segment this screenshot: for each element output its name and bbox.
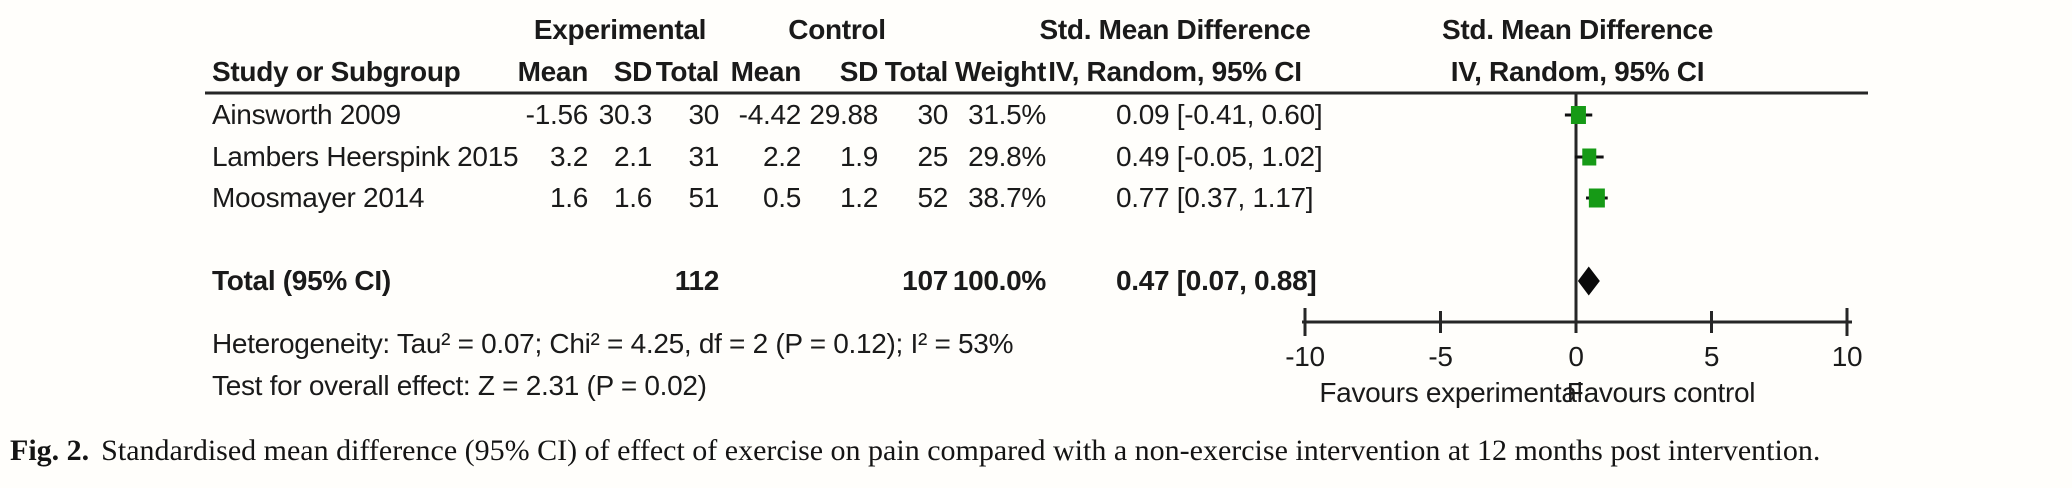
exp-sd-header: SD <box>613 56 653 87</box>
exp-mean-header: Mean <box>517 56 589 87</box>
cell-ci_text: 0.47 [0.07, 0.88] <box>1116 265 1317 296</box>
cell-weight: 38.7% <box>968 182 1046 213</box>
caption-label: Fig. 2. <box>10 434 90 467</box>
cell-total_c: 25 <box>917 141 948 172</box>
study-row: Moosmayer 2014 1.6 1.6 51 0.5 1.2 52 38.7% 0.77 … <box>0 182 2072 214</box>
cell-ci_text: 0.09 [-0.41, 0.60] <box>1116 99 1323 130</box>
cell-total_c: 30 <box>917 99 948 130</box>
axis-tick-label: -10 <box>1285 341 1325 372</box>
cell-sd_e: 30.3 <box>598 99 653 130</box>
cell-sd_c: 1.9 <box>839 141 878 172</box>
ctrl-mean-header: Mean <box>730 56 802 87</box>
total-label: Total (95% CI) <box>212 265 391 296</box>
axis-tick-label: 0 <box>1568 341 1583 372</box>
ctrl-sd-header: SD <box>839 56 879 87</box>
cell-total_e: 51 <box>688 182 719 213</box>
cell-total_c: 52 <box>917 182 948 213</box>
experimental-group-header: Experimental <box>533 14 707 45</box>
study-row: Lambers Heerspink 2015 3.2 2.1 31 2.2 1.9 25 29… <box>0 141 2072 173</box>
cell-total_c: 107 <box>902 265 948 296</box>
cell-sd_c: 29.88 <box>809 99 878 130</box>
smd-column-header: Std. Mean Difference <box>1039 14 1311 45</box>
plot-subheader: IV, Random, 95% CI <box>1450 56 1705 87</box>
overall-effect-text: Test for overall effect: Z = 2.31 (P = 0… <box>212 370 707 401</box>
axis-tick-label: 10 <box>1832 341 1863 372</box>
smd-subheader: IV, Random, 95% CI <box>1048 56 1302 87</box>
weight-header: Weight <box>954 56 1046 87</box>
favours-control-label: Favours control <box>1567 377 1755 408</box>
cell-mean_c: 2.2 <box>762 141 801 172</box>
cell-sd_e: 2.1 <box>613 141 652 172</box>
favours-experimental-label: Favours experimental <box>1319 377 1582 408</box>
cell-mean_e: 1.6 <box>549 182 588 213</box>
axis-tick-label: 5 <box>1704 341 1719 372</box>
cell-mean_e: -1.56 <box>525 99 589 130</box>
cell-total_e: 30 <box>688 99 719 130</box>
control-group-header: Control <box>788 14 886 45</box>
cell-sd_c: 1.2 <box>839 182 878 213</box>
cell-ci_text: 0.49 [-0.05, 1.02] <box>1116 141 1323 172</box>
cell-total_e: 31 <box>688 141 719 172</box>
study-label: Ainsworth 2009 <box>212 99 401 130</box>
cell-weight: 29.8% <box>968 141 1046 172</box>
figure-caption: Fig. 2. Standardised mean difference (95%… <box>10 434 2066 468</box>
cell-mean_e: 3.2 <box>549 141 588 172</box>
study-label: Lambers Heerspink 2015 <box>212 141 519 172</box>
cell-sd_e: 1.6 <box>613 182 652 213</box>
ctrl-total-header: Total <box>884 56 949 87</box>
exp-total-header: Total <box>655 56 720 87</box>
cell-mean_c: 0.5 <box>762 182 801 213</box>
total-row: Total (95% CI) 112 107 100.0% 0.47 [0.07, 0.… <box>0 265 2072 297</box>
plot-column-header: Std. Mean Difference <box>1442 14 1713 45</box>
caption-text: Standardised mean difference (95% CI) of… <box>101 434 1821 467</box>
cell-weight: 31.5% <box>968 99 1046 130</box>
study-row: Ainsworth 2009 -1.56 30.3 30 -4.42 29.88 30 31.… <box>0 99 2072 131</box>
heterogeneity-text: Heterogeneity: Tau² = 0.07; Chi² = 4.25,… <box>212 328 1014 359</box>
study-label: Moosmayer 2014 <box>212 182 425 213</box>
cell-total_e: 112 <box>674 265 720 296</box>
cell-ci_text: 0.77 [0.37, 1.17] <box>1116 182 1314 213</box>
cell-weight: 100.0% <box>952 265 1046 296</box>
study-column-header: Study or Subgroup <box>212 56 461 87</box>
cell-mean_c: -4.42 <box>738 99 802 130</box>
axis-tick-label: -5 <box>1428 341 1452 372</box>
